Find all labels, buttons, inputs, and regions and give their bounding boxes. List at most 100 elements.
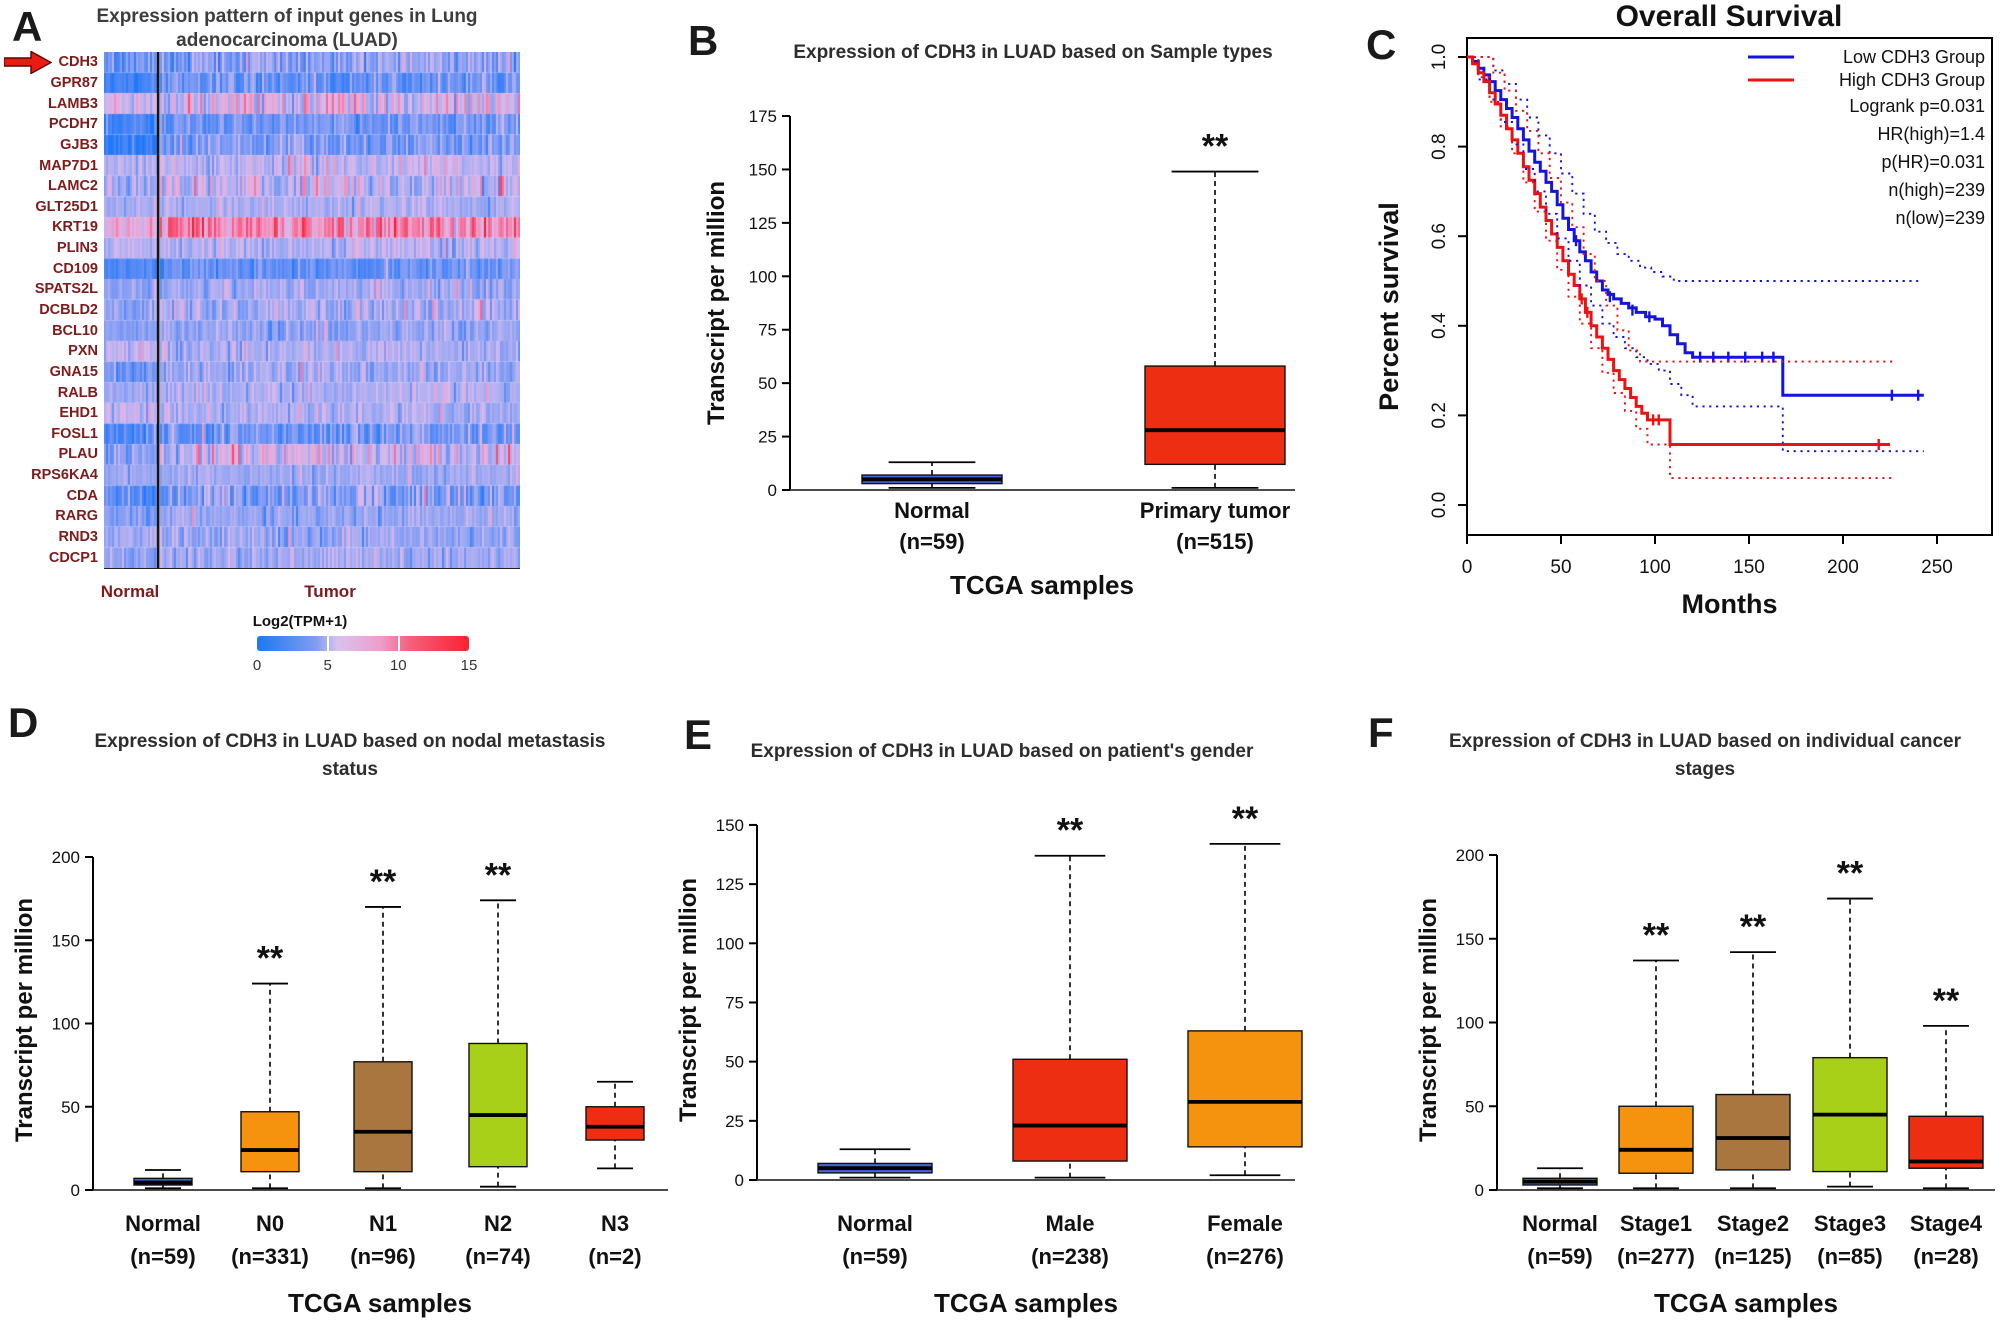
category-label-D-N1: N1 <box>369 1211 397 1236</box>
y-tick-label-C: 0.0 <box>1429 492 1450 518</box>
category-n-F-Stage1: (n=277) <box>1617 1244 1695 1269</box>
y-tick-label-F: 100 <box>1456 1014 1484 1033</box>
category-n-B-Normal: (n=59) <box>899 529 964 554</box>
y-tick-label-E: 25 <box>725 1112 744 1131</box>
y-axis-title-D: Transcript per million <box>11 898 38 1142</box>
gene-label-GPR87: GPR87 <box>50 74 98 91</box>
category-label-E-Male: Male <box>1046 1211 1095 1236</box>
y-tick-label-C: 0.8 <box>1429 133 1450 159</box>
box-F-Stage4 <box>1908 1115 1984 1169</box>
y-tick-label-E: 50 <box>725 1053 744 1072</box>
box-F-Stage2 <box>1715 1093 1791 1171</box>
gene-label-GLT25D1: GLT25D1 <box>35 198 98 215</box>
significance-F-Stage3: ** <box>1837 855 1864 893</box>
colorbar-label: Log2(TPM+1) <box>252 613 348 630</box>
box-E-Female <box>1187 1030 1303 1148</box>
category-label-E-Female: Female <box>1207 1211 1283 1236</box>
category-n-D-N3: (n=2) <box>588 1244 641 1269</box>
survival-title: Overall Survival <box>1615 0 1843 33</box>
colorbar-separator <box>327 636 330 651</box>
heatmap-title-line1: Expression pattern of input genes in Lun… <box>96 6 478 27</box>
y-tick-label-D: 150 <box>52 931 80 950</box>
y-axis-title-C: Percent survival <box>1374 202 1404 411</box>
gene-label-SPATS2L: SPATS2L <box>34 281 98 298</box>
category-n-E-Normal: (n=59) <box>842 1244 907 1269</box>
x-axis-title-D: TCGA samples <box>288 1288 472 1318</box>
gene-label-MAP7D1: MAP7D1 <box>39 157 98 174</box>
category-label-D-N0: N0 <box>256 1211 284 1236</box>
significance-E-Female: ** <box>1232 800 1259 838</box>
significance-D-N2: ** <box>485 856 512 894</box>
y-axis-title-B: Transcript per million <box>703 181 730 425</box>
boxplot-stages-title: Expression of CDH3 in LUAD based on indi… <box>1415 728 1995 784</box>
category-label-D-N3: N3 <box>601 1211 629 1236</box>
y-tick-label-E: 150 <box>716 816 744 835</box>
box-D-N1 <box>353 1061 413 1173</box>
category-label-F-Stage1: Stage1 <box>1620 1211 1692 1236</box>
gene-label-GJB3: GJB3 <box>60 136 98 153</box>
x-tick-label-C: 200 <box>1827 557 1859 578</box>
gene-label-RPS6KA4: RPS6KA4 <box>31 467 98 484</box>
y-tick-label-E: 75 <box>725 993 744 1012</box>
highlight-arrow-icon <box>4 51 52 74</box>
category-n-B-Primary tumor: (n=515) <box>1176 529 1254 554</box>
gene-label-DCBLD2: DCBLD2 <box>39 302 98 318</box>
y-axis-title-F: Transcript per million <box>1415 898 1442 1142</box>
y-tick-label-E: 100 <box>716 934 744 953</box>
category-n-D-N1: (n=96) <box>350 1244 415 1269</box>
category-label-F-Stage4: Stage4 <box>1910 1211 1983 1236</box>
category-n-E-Female: (n=276) <box>1206 1244 1284 1269</box>
heatmap-title: Expression pattern of input genes in Lun… <box>42 5 532 53</box>
colorbar-tick-15: 15 <box>460 657 478 674</box>
gene-label-RARG: RARG <box>55 508 98 525</box>
significance-F-Stage4: ** <box>1933 982 1960 1020</box>
gene-label-GNA15: GNA15 <box>49 363 98 380</box>
heatmap-title-line2: adenocarcinoma (LUAD) <box>176 30 398 51</box>
category-label-B-Normal: Normal <box>894 498 970 523</box>
category-n-F-Stage4: (n=28) <box>1913 1244 1978 1269</box>
y-tick-label-B: 75 <box>758 321 777 340</box>
y-tick-label-B: 25 <box>758 428 777 447</box>
gene-label-PLIN3: PLIN3 <box>56 240 98 257</box>
y-tick-label-F: 150 <box>1456 930 1484 949</box>
gene-label-KRT19: KRT19 <box>52 219 98 236</box>
gene-label-CDA: CDA <box>66 487 98 504</box>
x-axis-title-F: TCGA samples <box>1654 1288 1838 1318</box>
boxplot-nodal-title-line2: status <box>322 759 378 780</box>
category-n-D-N0: (n=331) <box>231 1244 309 1269</box>
y-tick-label-D: 200 <box>52 848 80 867</box>
y-tick-label-F: 0 <box>1475 1181 1484 1200</box>
y-tick-label-D: 0 <box>71 1181 80 1200</box>
legend-stat-2: p(HR)=0.031 <box>1881 152 1985 172</box>
km-curve-Low-CDH3-Group <box>1467 55 1924 397</box>
category-n-F-Stage2: (n=125) <box>1714 1244 1792 1269</box>
significance-F-Stage2: ** <box>1740 908 1767 946</box>
category-label-F-Normal: Normal <box>1522 1211 1598 1236</box>
y-tick-label-B: 150 <box>749 160 777 179</box>
panel-label-D: D <box>8 699 39 746</box>
x-tick-label-C: 50 <box>1550 557 1571 578</box>
category-label-F-Stage2: Stage2 <box>1717 1211 1789 1236</box>
category-label-E-Normal: Normal <box>837 1211 913 1236</box>
category-label-B-Primary tumor: Primary tumor <box>1140 498 1291 523</box>
x-tick-label-C: 150 <box>1733 557 1765 578</box>
km-curve-High-CI-lower <box>1467 56 1896 480</box>
gene-label-CDCP1: CDCP1 <box>48 549 98 566</box>
y-tick-label-B: 50 <box>758 374 777 393</box>
category-n-D-N2: (n=74) <box>465 1244 530 1269</box>
box-D-N0 <box>240 1111 300 1173</box>
box-D-N3 <box>585 1106 645 1141</box>
y-tick-label-B: 175 <box>749 107 777 126</box>
km-curve-High-CI-upper <box>1467 56 1896 363</box>
km-curve-High-CDH3-Group <box>1467 55 1890 446</box>
panel-label-B: B <box>688 17 719 64</box>
significance-F-Stage1: ** <box>1643 917 1670 955</box>
x-axis-title-E: TCGA samples <box>934 1288 1118 1318</box>
gene-label-FOSL1: FOSL1 <box>51 425 98 442</box>
gene-label-PLAU: PLAU <box>58 446 98 463</box>
gene-label-PCDH7: PCDH7 <box>48 116 98 133</box>
panel-label-A: A <box>12 3 43 50</box>
category-label-D-N2: N2 <box>484 1211 512 1236</box>
gene-label-EHD1: EHD1 <box>59 405 98 422</box>
y-tick-label-D: 100 <box>52 1015 80 1034</box>
